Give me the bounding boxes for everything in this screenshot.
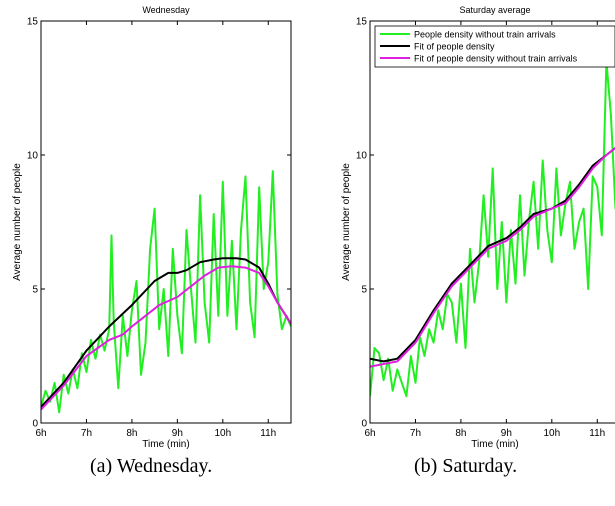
x-tick-label: 6h xyxy=(35,428,46,439)
legend-box xyxy=(374,25,615,68)
y-axis-label: Average number of people xyxy=(341,163,352,281)
legend-label: Fit of people density xyxy=(414,42,495,52)
x-tick-label: 6h xyxy=(364,428,375,439)
chart-wednesday: Wednesday 6h 7h 8h 9h 10h 11h 0 5 10 15 Time (min… xyxy=(12,5,292,450)
series-line-black xyxy=(370,146,615,363)
series-line-magenta xyxy=(370,146,615,368)
y-tick-label: 0 xyxy=(361,419,367,430)
y-axis-label: Average number of people xyxy=(12,163,23,281)
x-tick-label: 10h xyxy=(543,428,560,439)
plot-frame xyxy=(369,20,615,424)
y-tick-label: 15 xyxy=(356,17,368,28)
legend-label: People density without train arrivals xyxy=(414,30,556,40)
chart-saturday-average: Saturday average 6h 7h 8h 9h 10h 11h 0 5 10 15 Ti… xyxy=(341,5,615,450)
x-tick-label: 8h xyxy=(455,428,466,439)
axis-ticks: 6h 7h 8h 9h 10h 11h 0 5 10 15 xyxy=(27,17,291,439)
y-tick-label: 10 xyxy=(356,151,368,162)
plot-frame xyxy=(40,20,292,424)
x-tick-label: 10h xyxy=(214,428,231,439)
y-tick-label: 10 xyxy=(27,151,39,162)
y-tick-label: 5 xyxy=(361,285,367,296)
caption-b: (b) Saturday. xyxy=(414,455,518,477)
series-group xyxy=(41,170,291,414)
series-line-green xyxy=(41,170,291,414)
caption-a: (a) Wednesday. xyxy=(90,455,213,477)
x-tick-label: 11h xyxy=(260,428,276,439)
x-axis-label: Time (min) xyxy=(471,439,518,450)
series-line-magenta xyxy=(41,265,291,411)
legend-label: Fit of people density without train arri… xyxy=(414,54,578,64)
chart-title: Wednesday xyxy=(142,5,190,15)
legend: People density without train arrivals Fit… xyxy=(374,25,615,68)
x-tick-label: 8h xyxy=(126,428,137,439)
x-tick-label: 7h xyxy=(410,428,421,439)
series-line-green xyxy=(370,60,615,398)
chart-title: Saturday average xyxy=(459,5,530,15)
y-tick-label: 5 xyxy=(32,285,38,296)
x-tick-label: 7h xyxy=(81,428,92,439)
x-axis-label: Time (min) xyxy=(142,439,189,450)
x-tick-label: 9h xyxy=(172,428,183,439)
series-line-black xyxy=(41,257,291,408)
x-tick-label: 9h xyxy=(501,428,512,439)
x-tick-label: 11h xyxy=(589,428,605,439)
y-tick-label: 0 xyxy=(32,419,38,430)
series-group xyxy=(370,60,615,398)
y-tick-label: 15 xyxy=(27,17,39,28)
